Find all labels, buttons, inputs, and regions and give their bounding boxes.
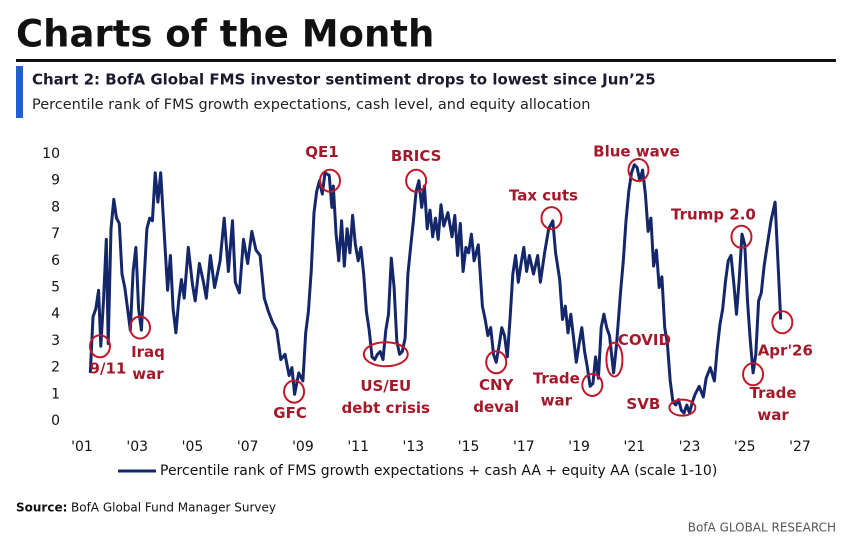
annotation-label: Trump 2.0 bbox=[671, 205, 756, 223]
annotation-label: Apr'26 bbox=[758, 342, 813, 360]
annotation-circle bbox=[742, 362, 765, 387]
source-label: Source: bbox=[16, 501, 67, 515]
annotation-circle bbox=[771, 310, 794, 335]
y-tick-label: 5 bbox=[51, 280, 60, 296]
annotation-circle bbox=[362, 341, 409, 368]
legend-label: Percentile rank of FMS growth expectatio… bbox=[160, 463, 717, 479]
y-tick-label: 9 bbox=[51, 173, 60, 189]
x-tick-label: '17 bbox=[513, 439, 535, 455]
annotation-label: GFC bbox=[273, 404, 307, 422]
x-tick-label: '09 bbox=[292, 439, 314, 455]
annotation-label: war bbox=[541, 391, 573, 409]
annotation-label: BRICS bbox=[391, 147, 442, 165]
source: BofA Global Fund Manager Survey bbox=[71, 501, 276, 515]
annotation-label: debt crisis bbox=[342, 399, 431, 417]
x-tick-label: '27 bbox=[789, 439, 811, 455]
annotation-circle bbox=[88, 334, 111, 359]
annotation-circle bbox=[405, 168, 428, 193]
y-tick-label: 10 bbox=[42, 146, 60, 162]
annotation-circle bbox=[730, 224, 753, 249]
annotation-label: Tax cuts bbox=[509, 187, 578, 205]
y-tick-label: 3 bbox=[51, 333, 60, 349]
x-tick-label: '23 bbox=[679, 439, 701, 455]
annotation-label: US/EU bbox=[360, 377, 411, 395]
annotation-circle bbox=[581, 372, 604, 397]
x-tick-label: '25 bbox=[734, 439, 756, 455]
series-line bbox=[88, 163, 783, 415]
annotation-label: deval bbox=[473, 398, 519, 416]
annotation-circle bbox=[540, 206, 563, 231]
y-tick-label: 8 bbox=[51, 199, 60, 215]
x-tick-label: '13 bbox=[403, 439, 425, 455]
x-tick-label: '15 bbox=[458, 439, 480, 455]
annotation-label: CNY bbox=[479, 376, 515, 394]
y-tick-label: 0 bbox=[51, 413, 60, 429]
brand: BofA GLOBAL RESEARCH bbox=[688, 521, 836, 535]
x-tick-label: '05 bbox=[182, 439, 204, 455]
title-rule bbox=[16, 59, 836, 62]
x-tick-label: '19 bbox=[568, 439, 590, 455]
annotation-circle bbox=[605, 341, 624, 378]
page-title: Charts of the Month bbox=[16, 13, 434, 56]
annotation-label: Trade bbox=[533, 369, 580, 387]
annotation-label: Trade bbox=[750, 384, 797, 402]
x-tick-label: '11 bbox=[347, 439, 369, 455]
annotation-label: war bbox=[132, 365, 164, 383]
annotation-label: 9/11 bbox=[90, 360, 127, 378]
annotation-label: Iraq bbox=[131, 343, 165, 361]
annotation-circle bbox=[318, 168, 341, 193]
y-tick-label: 2 bbox=[51, 360, 60, 376]
annotation-circle bbox=[485, 350, 508, 375]
plot: 0 1 2 3 4 5 6 7 8 9 10 '01 '03 '05 '07 '09 '11 '13 '15 '17 '… bbox=[42, 143, 813, 479]
x-tick-label: '03 bbox=[126, 439, 148, 455]
accent-bar bbox=[16, 66, 23, 118]
annotation-circle bbox=[627, 158, 650, 183]
y-tick-label: 7 bbox=[51, 226, 60, 242]
annotation-label: QE1 bbox=[305, 143, 338, 161]
y-tick-label: 1 bbox=[51, 386, 60, 402]
x-tick-label: '01 bbox=[71, 439, 93, 455]
y-tick-label: 6 bbox=[51, 253, 60, 269]
annotation-label: COVID bbox=[618, 331, 671, 349]
annotation-circle bbox=[283, 379, 306, 404]
y-tick-label: 4 bbox=[51, 306, 60, 322]
x-tick-label: '07 bbox=[237, 439, 259, 455]
annotation-label: war bbox=[757, 406, 789, 424]
annotation-circle bbox=[128, 315, 151, 340]
x-tick-label: '21 bbox=[623, 439, 645, 455]
chart-title: Chart 2: BofA Global FMS investor sentim… bbox=[32, 71, 656, 89]
annotation-label: Blue wave bbox=[593, 143, 680, 161]
annotation-label: SVB bbox=[626, 395, 660, 413]
chart-subtitle: Percentile rank of FMS growth expectatio… bbox=[32, 97, 590, 113]
annotation-circle bbox=[668, 398, 697, 417]
